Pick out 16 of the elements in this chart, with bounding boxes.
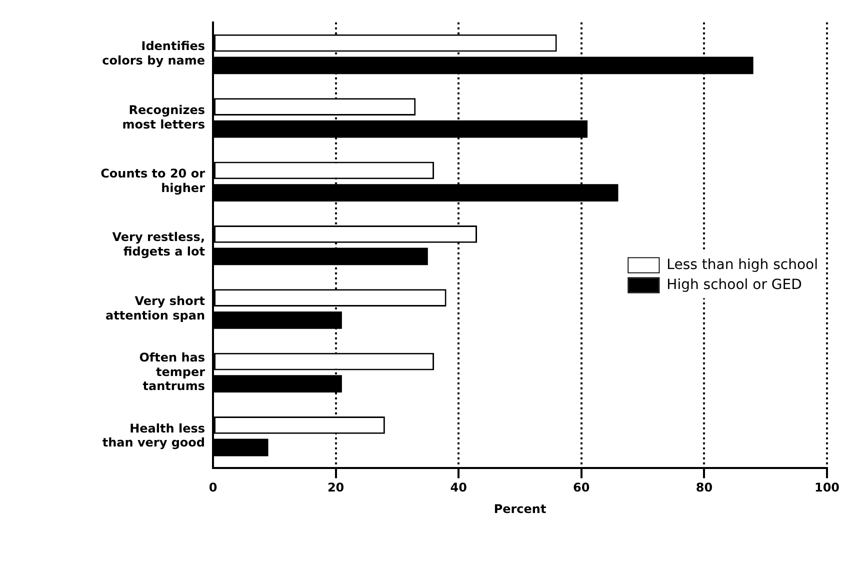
y-tick-label: Identifies colors by name — [102, 39, 205, 68]
y-tick-label: Counts to 20 or higher — [100, 166, 206, 195]
legend-label: Less than high school — [666, 256, 818, 273]
x-axis-title: Percent — [494, 502, 546, 516]
y-tick-label: Very short attention span — [106, 294, 206, 322]
y-tick-label: Often has temper tantrums — [139, 350, 206, 394]
y-tick-label: Recognizes most letters — [122, 102, 205, 132]
x-tick-label: 60 — [573, 480, 590, 495]
y-tick-label: Very restless, fidgets a lot — [112, 230, 206, 259]
x-tick-label: 80 — [696, 480, 713, 495]
x-tick-label: 20 — [327, 480, 344, 495]
legend-label: High school or GED — [666, 276, 802, 293]
x-tick-label: 100 — [814, 480, 840, 495]
x-tick-label: 0 — [208, 480, 218, 495]
y-tick-label: Health less than very good — [102, 421, 205, 450]
x-tick-label: 40 — [450, 480, 467, 495]
